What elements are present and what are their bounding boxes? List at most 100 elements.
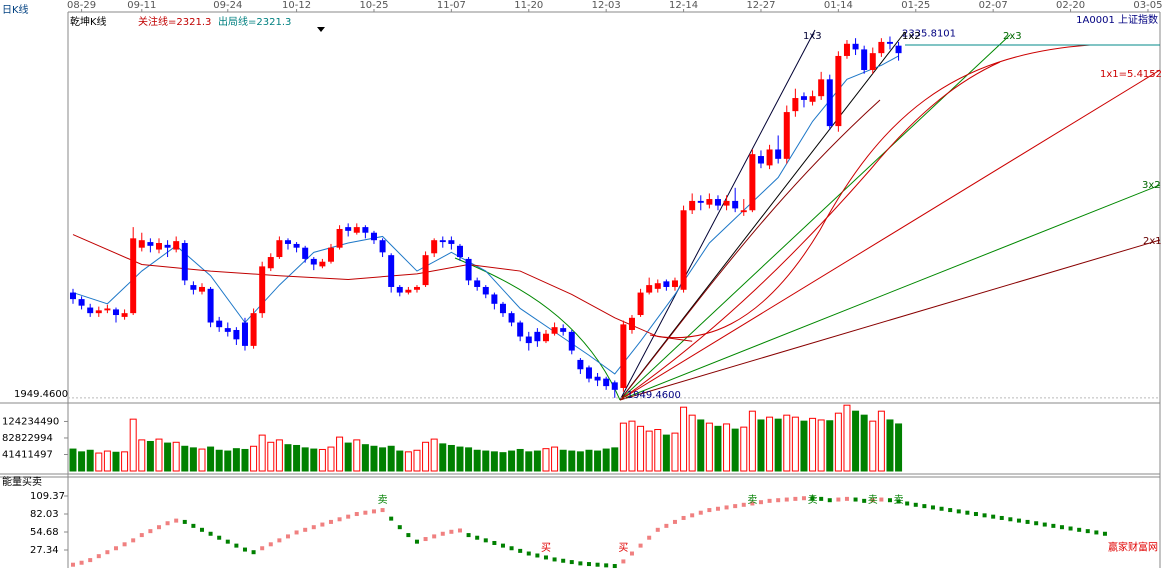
energy-dot bbox=[595, 562, 600, 567]
candle-body bbox=[396, 286, 403, 293]
candle-body bbox=[413, 286, 420, 290]
energy-dot bbox=[483, 538, 488, 543]
candle-body bbox=[250, 313, 257, 346]
fan-line bbox=[619, 239, 1161, 401]
energy-dot bbox=[234, 543, 239, 548]
candle-body bbox=[585, 367, 592, 379]
fan-label: 2x3 bbox=[1003, 31, 1022, 42]
candle-body bbox=[112, 309, 119, 316]
volume-bar bbox=[637, 425, 645, 472]
energy-dot bbox=[1085, 529, 1090, 534]
energy-dot bbox=[939, 506, 944, 511]
candle-body bbox=[861, 49, 868, 70]
volume-bar bbox=[318, 448, 326, 472]
candle-body bbox=[783, 112, 790, 159]
price-annotation: 2335.8101 bbox=[902, 28, 956, 39]
energy-dot bbox=[827, 498, 832, 503]
candle-body bbox=[284, 240, 291, 244]
candle-body bbox=[353, 227, 360, 233]
candle-body bbox=[895, 45, 902, 54]
volume-bar bbox=[215, 449, 223, 472]
energy-dot bbox=[311, 525, 316, 530]
fan-line bbox=[619, 184, 1161, 401]
energy-dot bbox=[475, 535, 480, 540]
volume-bar bbox=[490, 451, 498, 472]
candle-body bbox=[499, 303, 506, 314]
volume-bar bbox=[353, 439, 361, 472]
volume-bar bbox=[258, 434, 266, 472]
candle-body bbox=[723, 200, 730, 206]
energy-dot bbox=[96, 554, 101, 559]
volume-bar bbox=[559, 449, 567, 472]
candle-body bbox=[276, 240, 283, 258]
candle-body bbox=[689, 200, 696, 211]
energy-dot bbox=[956, 509, 961, 514]
energy-dot bbox=[561, 558, 566, 563]
energy-dot bbox=[199, 527, 204, 532]
symbol: 1A0001 上证指数 bbox=[1076, 13, 1158, 26]
candle-body bbox=[173, 241, 180, 250]
energy-dot bbox=[922, 504, 927, 509]
volume-bar bbox=[705, 422, 713, 472]
volume-bar bbox=[877, 410, 885, 472]
candle-body bbox=[560, 328, 567, 332]
candle-body bbox=[826, 79, 833, 127]
volume-bar bbox=[654, 429, 662, 472]
indicator-name: 乾坤K线 bbox=[70, 15, 107, 28]
period-label: 日K线 bbox=[2, 3, 29, 16]
energy-dot bbox=[965, 510, 970, 515]
dropdown-arrow[interactable] bbox=[317, 27, 325, 32]
energy-dot bbox=[1102, 531, 1107, 536]
energy-dot bbox=[741, 502, 746, 507]
candle-body bbox=[491, 294, 498, 304]
date-label: 02-20 bbox=[1056, 0, 1085, 11]
date-label: 10-12 bbox=[282, 0, 311, 11]
energy-dot bbox=[148, 529, 153, 534]
volume-bar bbox=[748, 410, 756, 472]
energy-dot bbox=[217, 535, 222, 540]
sell-signal: 卖 bbox=[894, 494, 904, 506]
candle-body bbox=[508, 313, 515, 323]
candle-body bbox=[551, 327, 558, 334]
energy-dot bbox=[371, 509, 376, 514]
date-label: 03-05 bbox=[1133, 0, 1162, 11]
volume-bar bbox=[86, 449, 94, 472]
energy-dot bbox=[604, 563, 609, 568]
candle-body bbox=[534, 331, 541, 342]
volume-bar bbox=[800, 420, 808, 472]
price-annotation: 1949.4600 bbox=[627, 390, 681, 401]
date-label: 12-14 bbox=[669, 0, 698, 11]
candle-body bbox=[439, 240, 446, 243]
volume-bar bbox=[645, 430, 653, 472]
volume-bar bbox=[310, 448, 318, 472]
energy-dot bbox=[638, 543, 643, 548]
energy-dot bbox=[268, 542, 273, 547]
candle-body bbox=[852, 43, 859, 50]
panel-title: 能量买卖 bbox=[2, 475, 42, 488]
energy-dot bbox=[277, 538, 282, 543]
energy-dot bbox=[569, 560, 574, 565]
energy-dot bbox=[836, 497, 841, 502]
energy-dot bbox=[913, 502, 918, 507]
energy-dot bbox=[621, 559, 626, 564]
fan-arc bbox=[619, 99, 881, 401]
energy-dot bbox=[862, 498, 867, 503]
date-label: 01-25 bbox=[901, 0, 930, 11]
energy-dot bbox=[724, 505, 729, 510]
energy-dot bbox=[518, 548, 523, 553]
volume-bar bbox=[422, 441, 430, 472]
y-tick-label: 1949.4600 bbox=[14, 389, 68, 400]
energy-dot bbox=[165, 521, 170, 526]
candle-body bbox=[843, 43, 850, 56]
candle-body bbox=[878, 41, 885, 54]
watermark: 赢家财富网 bbox=[1108, 541, 1158, 554]
volume-bar bbox=[757, 419, 765, 472]
volume-bar bbox=[387, 445, 395, 472]
y-tick-label: 54.68 bbox=[30, 527, 59, 538]
candle-body bbox=[164, 244, 171, 248]
energy-dot bbox=[905, 501, 910, 506]
candle-body bbox=[456, 245, 463, 258]
candle-body bbox=[577, 359, 584, 370]
energy-dot bbox=[526, 551, 531, 556]
energy-dot bbox=[887, 498, 892, 503]
